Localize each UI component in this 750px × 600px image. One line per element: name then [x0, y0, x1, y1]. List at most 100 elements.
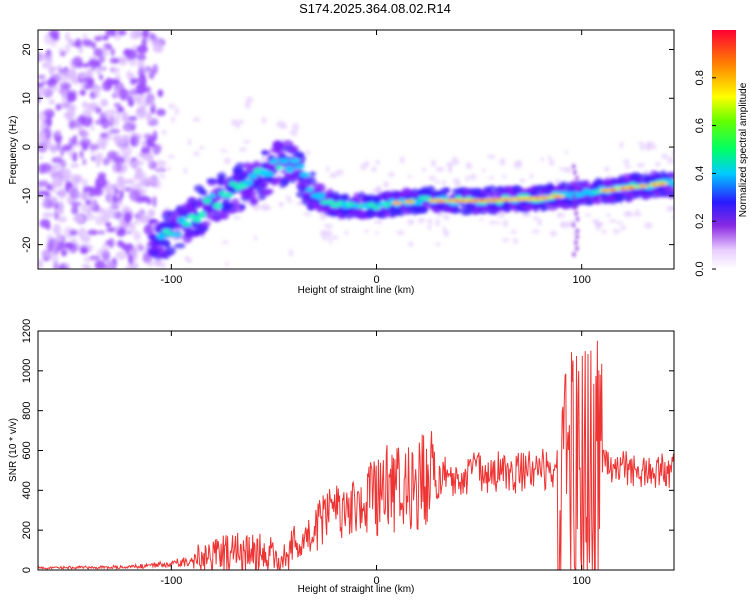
noise-blob — [94, 106, 102, 114]
band-halo — [260, 189, 272, 197]
noise-blob — [378, 186, 382, 192]
noise-blob — [90, 62, 97, 72]
noise-blob — [635, 209, 640, 213]
snr-x-label: Height of straight line (km) — [298, 584, 415, 595]
noise-blob — [435, 242, 441, 247]
streak-blob — [572, 199, 577, 205]
noise-blob — [152, 144, 161, 155]
band-halo — [249, 197, 259, 206]
noise-blob — [141, 37, 147, 48]
noise-blob — [142, 69, 153, 74]
band-peak — [552, 195, 562, 198]
noise-blob — [47, 241, 55, 252]
noise-blob — [39, 218, 51, 228]
band-halo — [343, 193, 350, 202]
noise-blob — [375, 159, 381, 166]
band-core — [305, 187, 314, 193]
noise-blob — [143, 224, 154, 236]
spectrogram-frame — [37, 29, 675, 270]
noise-blob — [139, 195, 148, 203]
noise-blob — [133, 244, 141, 251]
noise-blob — [61, 93, 68, 100]
noise-blob — [136, 45, 148, 54]
noise-blob — [46, 184, 53, 191]
noise-blob — [38, 86, 48, 95]
noise-blob — [65, 92, 77, 103]
noise-blob — [100, 98, 109, 107]
band-halo — [174, 242, 186, 249]
noise-blob — [540, 157, 545, 162]
noise-blob — [669, 205, 674, 211]
noise-blob — [94, 181, 102, 193]
noise-blob — [69, 229, 78, 236]
noise-blob — [615, 221, 624, 225]
noise-blob — [40, 53, 47, 61]
noise-blob — [465, 175, 470, 182]
noise-blob — [158, 166, 162, 174]
streak-blob — [575, 216, 580, 222]
noise-blob — [146, 261, 154, 267]
noise-blob — [167, 154, 175, 159]
noise-blob — [536, 218, 543, 226]
noise-blob — [38, 258, 44, 269]
band-halo — [261, 149, 268, 156]
noise-blob — [136, 53, 147, 61]
noise-blob — [126, 70, 133, 80]
noise-blob — [486, 154, 496, 159]
noise-blob — [655, 161, 661, 168]
noise-blob — [327, 232, 331, 237]
band-halo — [523, 204, 533, 212]
band-core — [192, 215, 202, 223]
band-halo — [317, 183, 326, 193]
band-core — [269, 159, 279, 164]
band-halo — [452, 207, 461, 213]
snr-y-tick-label: 0 — [21, 567, 33, 573]
snr-y-label: SNR (10 * v/v) — [8, 418, 19, 482]
noise-blob — [38, 191, 41, 197]
noise-blob — [442, 225, 447, 234]
noise-blob — [51, 156, 62, 164]
noise-blob — [82, 76, 95, 84]
noise-blob — [50, 143, 57, 154]
noise-blob — [141, 146, 151, 154]
noise-blob — [58, 88, 70, 94]
noise-blob — [118, 181, 126, 191]
noise-blob — [72, 134, 78, 146]
snr-x-tick-label: -100 — [160, 575, 182, 587]
band-halo — [216, 172, 227, 180]
noise-blob — [446, 161, 455, 168]
noise-blob — [465, 162, 471, 169]
band-core — [181, 221, 192, 227]
noise-blob — [110, 78, 120, 85]
noise-blob — [38, 130, 47, 143]
noise-blob — [387, 171, 395, 178]
band-halo — [200, 189, 208, 196]
noise-blob — [280, 122, 288, 130]
noise-blob — [636, 162, 646, 168]
noise-blob — [46, 138, 52, 149]
noise-blob — [102, 45, 109, 58]
noise-blob — [75, 126, 85, 132]
noise-blob — [83, 83, 92, 90]
band-core — [198, 211, 207, 218]
noise-blob — [564, 166, 573, 174]
noise-blob — [82, 62, 90, 68]
streak-blob — [575, 234, 580, 240]
noise-blob — [113, 156, 126, 164]
noise-blob — [435, 166, 445, 172]
band-core — [264, 171, 274, 177]
noise-blob — [623, 158, 630, 166]
noise-blob — [147, 209, 156, 218]
noise-blob — [146, 197, 152, 205]
noise-blob — [57, 216, 67, 223]
noise-blob — [70, 188, 80, 200]
noise-blob — [100, 139, 106, 150]
noise-blob — [285, 195, 292, 200]
noise-blob — [260, 155, 270, 164]
noise-blob — [554, 178, 562, 185]
noise-blob — [141, 172, 147, 177]
noise-blob — [65, 43, 71, 54]
noise-blob — [138, 209, 146, 220]
noise-blob — [105, 206, 116, 219]
noise-blob — [245, 96, 254, 104]
